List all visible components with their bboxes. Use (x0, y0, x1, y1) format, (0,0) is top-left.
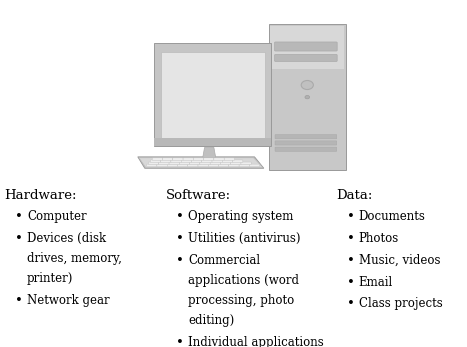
FancyBboxPatch shape (202, 160, 212, 162)
Text: Hardware:: Hardware: (5, 189, 77, 202)
Polygon shape (138, 157, 264, 168)
Text: editing): editing) (188, 314, 234, 327)
FancyBboxPatch shape (222, 160, 233, 162)
FancyBboxPatch shape (147, 164, 157, 167)
Text: Commercial: Commercial (188, 254, 260, 266)
Text: printer): printer) (27, 272, 73, 285)
FancyBboxPatch shape (161, 52, 265, 139)
FancyBboxPatch shape (149, 162, 159, 164)
Text: Individual applications: Individual applications (188, 336, 324, 347)
Text: •: • (176, 254, 184, 266)
FancyBboxPatch shape (275, 141, 337, 145)
FancyBboxPatch shape (183, 158, 193, 160)
FancyBboxPatch shape (171, 160, 181, 162)
FancyBboxPatch shape (152, 158, 163, 160)
FancyBboxPatch shape (150, 160, 161, 162)
FancyBboxPatch shape (212, 160, 222, 162)
Polygon shape (139, 158, 262, 167)
Text: Photos: Photos (359, 232, 399, 245)
FancyBboxPatch shape (179, 162, 190, 164)
Circle shape (301, 81, 313, 90)
FancyBboxPatch shape (181, 160, 191, 162)
FancyBboxPatch shape (208, 164, 219, 167)
FancyBboxPatch shape (239, 164, 249, 167)
Text: •: • (15, 232, 23, 245)
Polygon shape (182, 160, 238, 165)
Text: •: • (347, 210, 354, 223)
Text: •: • (347, 297, 354, 310)
Text: •: • (176, 232, 184, 245)
Circle shape (305, 95, 310, 99)
Text: •: • (347, 232, 354, 245)
FancyBboxPatch shape (224, 158, 234, 160)
Polygon shape (203, 147, 216, 158)
Text: Network gear: Network gear (27, 294, 110, 307)
FancyBboxPatch shape (154, 138, 271, 146)
Text: Class projects: Class projects (359, 297, 442, 310)
Text: Utilities (antivirus): Utilities (antivirus) (188, 232, 301, 245)
Text: Music, videos: Music, videos (359, 254, 440, 266)
Text: •: • (15, 294, 23, 307)
FancyBboxPatch shape (275, 42, 337, 51)
Text: Email: Email (359, 276, 393, 288)
Text: drives, memory,: drives, memory, (27, 252, 122, 265)
Text: processing, photo: processing, photo (188, 294, 295, 307)
FancyBboxPatch shape (233, 160, 243, 162)
FancyBboxPatch shape (169, 162, 179, 164)
FancyBboxPatch shape (198, 164, 208, 167)
FancyBboxPatch shape (204, 158, 214, 160)
Text: Devices (disk: Devices (disk (27, 232, 106, 245)
FancyBboxPatch shape (200, 162, 210, 164)
Text: applications (word: applications (word (188, 274, 299, 287)
Text: Data:: Data: (336, 189, 373, 202)
Text: Computer: Computer (27, 210, 87, 223)
Text: Documents: Documents (359, 210, 425, 223)
FancyBboxPatch shape (229, 164, 239, 167)
Polygon shape (154, 43, 271, 146)
Text: •: • (176, 210, 184, 223)
FancyBboxPatch shape (231, 162, 241, 164)
FancyBboxPatch shape (220, 162, 231, 164)
FancyBboxPatch shape (190, 162, 200, 164)
FancyBboxPatch shape (249, 164, 260, 167)
FancyBboxPatch shape (275, 135, 337, 139)
FancyBboxPatch shape (270, 26, 344, 69)
FancyBboxPatch shape (275, 147, 337, 151)
FancyBboxPatch shape (173, 158, 183, 160)
FancyBboxPatch shape (159, 162, 169, 164)
FancyBboxPatch shape (193, 158, 204, 160)
FancyBboxPatch shape (214, 158, 224, 160)
FancyBboxPatch shape (167, 164, 177, 167)
Text: Software:: Software: (166, 189, 231, 202)
Text: •: • (15, 210, 23, 223)
FancyBboxPatch shape (157, 164, 167, 167)
FancyBboxPatch shape (177, 164, 188, 167)
FancyBboxPatch shape (210, 162, 220, 164)
FancyBboxPatch shape (188, 164, 198, 167)
FancyBboxPatch shape (163, 158, 173, 160)
Text: •: • (347, 254, 354, 266)
Text: Operating system: Operating system (188, 210, 294, 223)
Polygon shape (269, 24, 346, 170)
FancyBboxPatch shape (275, 54, 337, 61)
FancyBboxPatch shape (219, 164, 229, 167)
FancyBboxPatch shape (191, 160, 202, 162)
FancyBboxPatch shape (161, 160, 171, 162)
Text: •: • (347, 276, 354, 288)
FancyBboxPatch shape (241, 162, 251, 164)
Text: •: • (176, 336, 184, 347)
